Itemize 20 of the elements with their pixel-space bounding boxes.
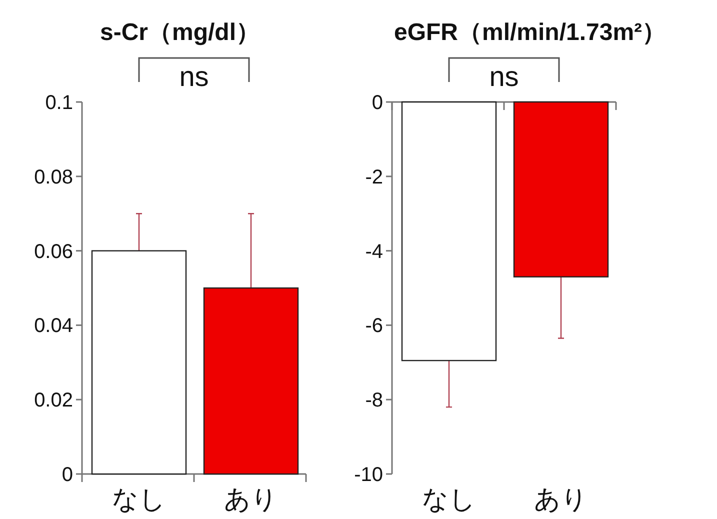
chart-title: s-Cr（mg/dl）	[100, 19, 260, 46]
y-tick-label: 0.02	[34, 390, 73, 412]
x-tick-label: あり	[224, 484, 278, 514]
text: ns	[179, 61, 209, 92]
y-tick-label: 0	[372, 92, 383, 114]
y-tick-label: -10	[354, 464, 383, 486]
y-tick-label: -6	[365, 315, 383, 338]
y-tick-label: -8	[365, 390, 383, 412]
text: ns	[489, 61, 519, 92]
x-tick-label: なし	[112, 484, 166, 514]
y-tick-label: 0.06	[34, 240, 73, 263]
y-tick-label: 0	[62, 464, 73, 486]
y-tick-label: -2	[365, 166, 383, 188]
y-tick-label: 0.08	[34, 166, 73, 188]
chart-title: eGFR（ml/min/1.73m²）	[394, 19, 666, 46]
y-tick-label: 0.04	[34, 315, 73, 338]
y-tick-label: -4	[365, 240, 383, 263]
x-tick-label: あり	[534, 484, 588, 514]
x-tick-label: なし	[422, 484, 476, 514]
y-tick-label: 0.1	[45, 92, 73, 114]
